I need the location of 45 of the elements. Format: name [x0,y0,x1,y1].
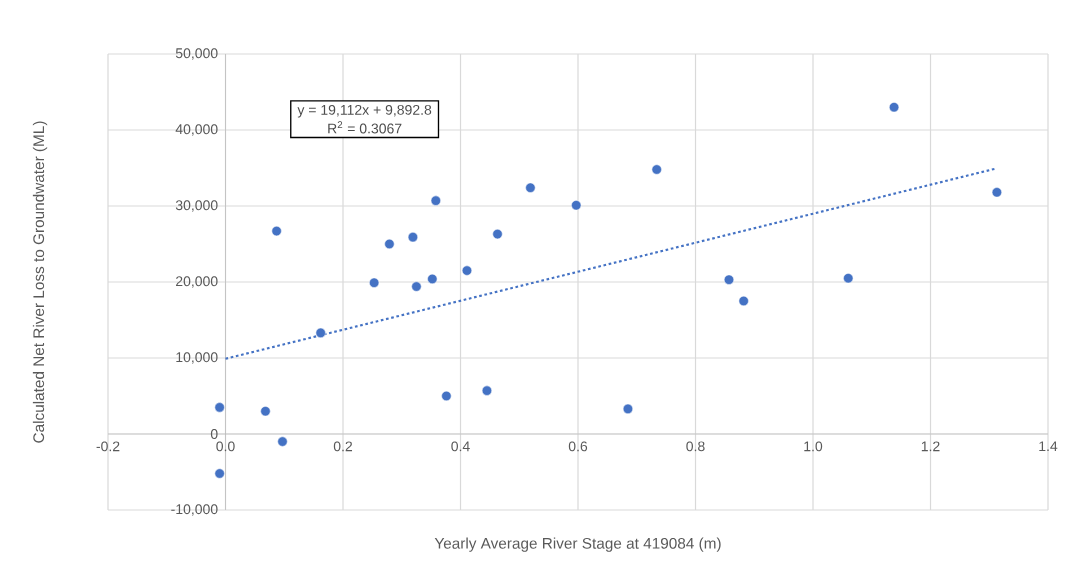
point [315,327,326,338]
point [407,232,418,243]
point [738,295,749,307]
annotation: R$^{2}$ = 0.3067 [328,121,402,134]
point [622,403,634,414]
point [214,468,225,479]
y-tick-label: 30,000 [175,200,218,212]
point [492,229,503,240]
point [843,273,854,284]
point [651,164,662,175]
y-tick-label: 40,000 [175,124,218,136]
point [271,226,282,237]
y-tick-label: -10,000 [171,504,218,516]
x-tick-label: 1.0 [804,441,823,452]
point [277,436,288,447]
point [427,273,438,285]
point [430,195,441,206]
point [571,200,582,211]
x-tick-label: 0.8 [686,441,705,452]
y-tick-label: 0 [210,429,218,439]
y-axis-title: Calculated Net River Loss to Groundwater (ML) [32,121,48,443]
x-tick-label: 0.0 [216,441,235,452]
point [260,406,271,417]
point [441,390,452,402]
x-tick-label: -0.2 [96,441,120,452]
point [214,402,225,413]
point [525,182,536,193]
y-tick-label: 10,000 [176,352,218,364]
point [723,274,735,285]
x-tick-label: 1.4 [1039,441,1058,451]
x-tick-label: 1.2 [921,441,940,452]
point [481,385,493,396]
annotation: y = 19,112x + 9,892.8 [297,104,432,118]
x-axis-title: Yearly Average River Stage at 419084 (m) [434,537,721,552]
point [369,277,380,288]
x-tick-label: 0.6 [568,441,588,452]
point [991,187,1002,198]
point [384,238,395,250]
y-tick-label: 20,000 [176,276,218,288]
point [461,265,473,276]
point [889,102,900,113]
x-tick-label: 0.2 [333,441,353,452]
y-tick-label: 50,000 [175,48,218,60]
x-tick-label: 0.4 [451,441,470,452]
point [411,281,422,292]
